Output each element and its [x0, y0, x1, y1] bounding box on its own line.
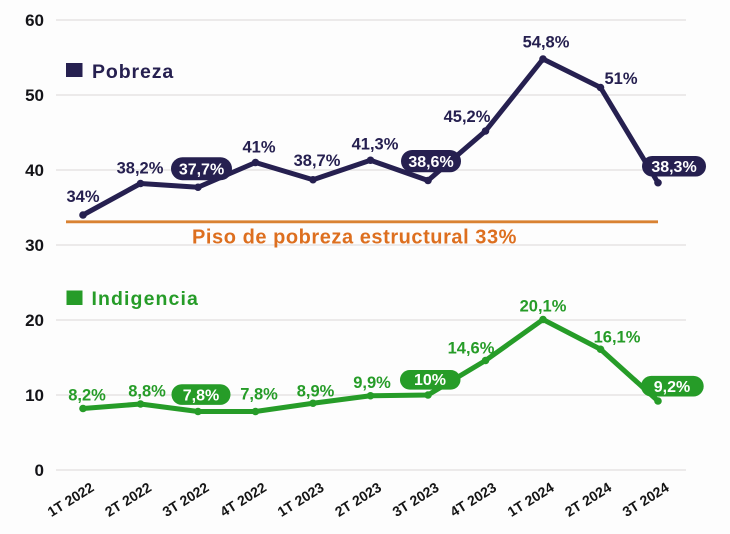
svg-text:3T 2023: 3T 2023: [390, 479, 442, 520]
svg-text:38,6%: 38,6%: [408, 154, 453, 171]
svg-text:51%: 51%: [604, 70, 637, 88]
svg-text:54,8%: 54,8%: [523, 34, 570, 52]
svg-text:7,8%: 7,8%: [240, 386, 278, 404]
svg-text:38,7%: 38,7%: [294, 152, 341, 170]
svg-text:4T 2022: 4T 2022: [217, 479, 269, 520]
svg-text:14,6%: 14,6%: [448, 340, 495, 358]
svg-text:38,3%: 38,3%: [651, 159, 696, 176]
svg-text:9,2%: 9,2%: [654, 379, 690, 396]
svg-text:10: 10: [25, 386, 44, 405]
svg-text:4T 2023: 4T 2023: [447, 479, 499, 520]
svg-text:2T 2023: 2T 2023: [332, 479, 384, 520]
svg-text:38,2%: 38,2%: [117, 160, 164, 178]
svg-text:1T 2023: 1T 2023: [275, 479, 327, 520]
svg-text:37,7%: 37,7%: [179, 162, 224, 179]
svg-text:20: 20: [25, 311, 44, 330]
svg-text:8,2%: 8,2%: [68, 387, 106, 405]
svg-text:30: 30: [25, 236, 44, 255]
svg-text:34%: 34%: [66, 188, 99, 206]
svg-text:7,8%: 7,8%: [183, 387, 219, 404]
svg-text:Indigencia: Indigencia: [92, 288, 199, 310]
svg-text:9,9%: 9,9%: [353, 374, 391, 392]
svg-text:1T 2024: 1T 2024: [505, 479, 557, 520]
svg-text:50: 50: [25, 86, 44, 105]
svg-text:60: 60: [25, 11, 44, 30]
svg-text:Piso de pobreza estructural 33: Piso de pobreza estructural 33%: [192, 227, 517, 249]
svg-text:3T 2024: 3T 2024: [620, 479, 672, 520]
svg-text:0: 0: [35, 461, 44, 480]
svg-text:10%: 10%: [414, 372, 446, 389]
svg-text:Pobreza: Pobreza: [92, 61, 174, 83]
svg-text:41%: 41%: [242, 138, 275, 156]
svg-text:40: 40: [25, 161, 44, 180]
svg-text:1T 2022: 1T 2022: [45, 479, 97, 520]
svg-text:20,1%: 20,1%: [520, 298, 567, 316]
svg-text:41,3%: 41,3%: [352, 136, 399, 154]
svg-text:8,9%: 8,9%: [297, 383, 335, 401]
svg-text:2T 2022: 2T 2022: [102, 479, 154, 520]
svg-text:16,1%: 16,1%: [594, 329, 641, 347]
svg-text:2T 2024: 2T 2024: [562, 479, 614, 520]
svg-text:3T 2022: 3T 2022: [160, 479, 212, 520]
svg-text:8,8%: 8,8%: [128, 383, 166, 401]
svg-text:45,2%: 45,2%: [444, 108, 491, 126]
